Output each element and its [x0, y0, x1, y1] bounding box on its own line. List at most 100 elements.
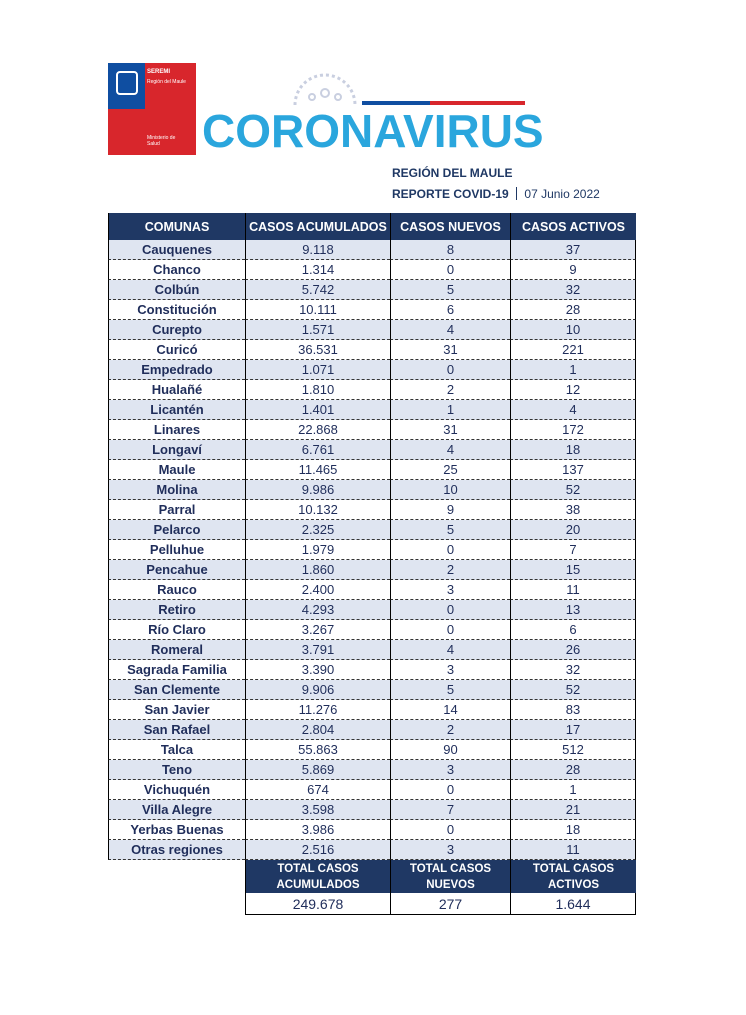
cell-value: 1.071 — [245, 360, 390, 380]
cell-value: 3.390 — [245, 660, 390, 680]
cell-value: 32 — [510, 280, 636, 300]
total-label: TOTAL CASOS ACUMULADOS — [245, 860, 390, 893]
cell-value: 6 — [510, 620, 636, 640]
region: REGIÓN DEL MAULE — [392, 166, 513, 180]
cell-value: 5 — [390, 280, 510, 300]
cell-value: 1.860 — [245, 560, 390, 580]
cell-value: 15 — [510, 560, 636, 580]
cell-value: 17 — [510, 720, 636, 740]
cell-value: 18 — [510, 820, 636, 840]
cell-value: 37 — [510, 240, 636, 260]
cell-value: 10 — [390, 480, 510, 500]
cell-value: 9 — [390, 500, 510, 520]
cell-value: 38 — [510, 500, 636, 520]
cell-value: 0 — [390, 260, 510, 280]
title: CORONAVIRUS — [202, 105, 544, 157]
cell-value: 3.986 — [245, 820, 390, 840]
cell-value: 21 — [510, 800, 636, 820]
comuna: Pelluhue — [108, 540, 245, 560]
comuna: Río Claro — [108, 620, 245, 640]
cell-value: 10.132 — [245, 500, 390, 520]
column-header: CASOS ACUMULADOS — [245, 213, 390, 240]
cell-value: 2 — [390, 560, 510, 580]
comuna: Linares — [108, 420, 245, 440]
cell-value: 0 — [390, 600, 510, 620]
report-line: REPORTE COVID-19 07 Junio 2022 — [392, 187, 600, 201]
comuna: Chanco — [108, 260, 245, 280]
cell-value: 1.571 — [245, 320, 390, 340]
cell-value: 3 — [390, 760, 510, 780]
cell-value: 6 — [390, 300, 510, 320]
comuna: San Javier — [108, 700, 245, 720]
comuna: Pelarco — [108, 520, 245, 540]
comuna: Cauquenes — [108, 240, 245, 260]
logo-subtitle: Región del Maule — [147, 79, 186, 85]
cell-value: 31 — [390, 340, 510, 360]
stripe-blue — [362, 101, 430, 105]
cell-value: 18 — [510, 440, 636, 460]
cell-value: 2.804 — [245, 720, 390, 740]
total-value: 277 — [390, 893, 510, 915]
cell-value: 36.531 — [245, 340, 390, 360]
logo-top: SEREMI — [147, 69, 171, 75]
cell-value: 3.267 — [245, 620, 390, 640]
total-label: TOTAL CASOS NUEVOS — [390, 860, 510, 893]
cell-value: 52 — [510, 680, 636, 700]
cell-value: 14 — [390, 700, 510, 720]
cell-value: 11.465 — [245, 460, 390, 480]
comuna: Molina — [108, 480, 245, 500]
comuna: Vichuquén — [108, 780, 245, 800]
cell-value: 3.598 — [245, 800, 390, 820]
cell-value: 674 — [245, 780, 390, 800]
cell-value: 4 — [390, 320, 510, 340]
cell-value: 1.979 — [245, 540, 390, 560]
total-label: TOTAL CASOS ACTIVOS — [510, 860, 636, 893]
comuna: Empedrado — [108, 360, 245, 380]
cell-value: 13 — [510, 600, 636, 620]
cell-value: 6.761 — [245, 440, 390, 460]
cell-value: 5.742 — [245, 280, 390, 300]
comuna: Sagrada Familia — [108, 660, 245, 680]
cell-value: 221 — [510, 340, 636, 360]
comuna: Colbún — [108, 280, 245, 300]
comuna: Otras regiones — [108, 840, 245, 860]
cell-value: 0 — [390, 820, 510, 840]
cell-value: 11 — [510, 840, 636, 860]
cell-value: 2.516 — [245, 840, 390, 860]
cell-value: 1.810 — [245, 380, 390, 400]
logo-bottom: Ministerio de Salud — [147, 135, 176, 147]
cell-value: 2 — [390, 380, 510, 400]
cell-value: 1 — [390, 400, 510, 420]
cell-value: 9 — [510, 260, 636, 280]
cell-value: 9.906 — [245, 680, 390, 700]
cell-value: 4.293 — [245, 600, 390, 620]
logo-blue — [108, 63, 145, 109]
cell-value: 12 — [510, 380, 636, 400]
comuna: Constitución — [108, 300, 245, 320]
cell-value: 8 — [390, 240, 510, 260]
date: 07 Junio 2022 — [524, 187, 600, 201]
cell-value: 26 — [510, 640, 636, 660]
comuna: Longaví — [108, 440, 245, 460]
report: REPORTE COVID-19 — [392, 187, 509, 201]
cell-value: 2.400 — [245, 580, 390, 600]
comuna: Talca — [108, 740, 245, 760]
logo-emblem — [116, 71, 138, 95]
comuna: San Rafael — [108, 720, 245, 740]
cell-value: 3.791 — [245, 640, 390, 660]
cell-value: 31 — [390, 420, 510, 440]
total-value: 1.644 — [510, 893, 636, 915]
cell-value: 7 — [390, 800, 510, 820]
cell-value: 11.276 — [245, 700, 390, 720]
cell-value: 5 — [390, 520, 510, 540]
cell-value: 0 — [390, 360, 510, 380]
cell-value: 10 — [510, 320, 636, 340]
stripe-red — [430, 101, 525, 105]
comuna: Parral — [108, 500, 245, 520]
cell-value: 10.111 — [245, 300, 390, 320]
column-header: CASOS NUEVOS — [390, 213, 510, 240]
cell-value: 0 — [390, 540, 510, 560]
cell-value: 90 — [390, 740, 510, 760]
cell-value: 2.325 — [245, 520, 390, 540]
